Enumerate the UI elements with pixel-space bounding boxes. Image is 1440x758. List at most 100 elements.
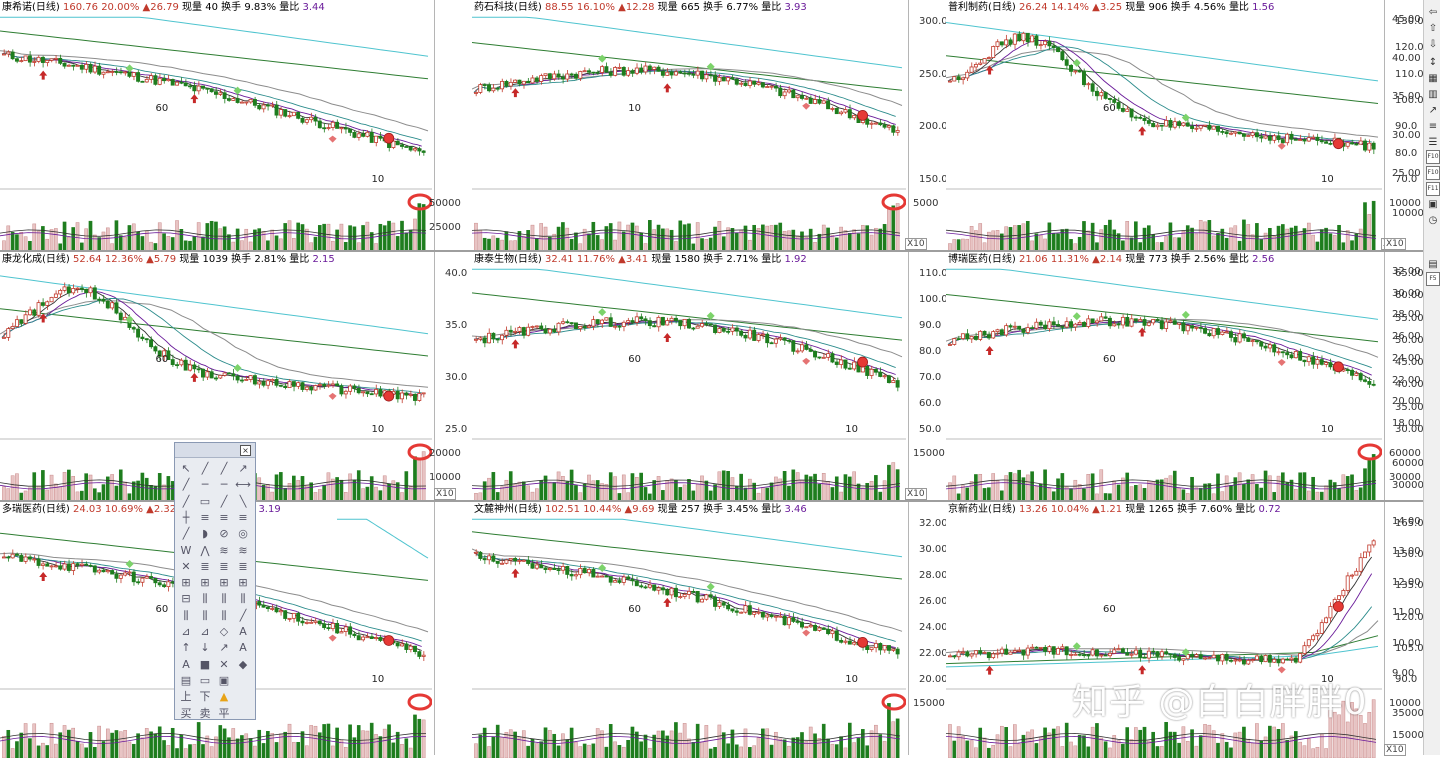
drawing-tool-icon[interactable]: ╱ [220,494,228,508]
drawing-tool-icon[interactable]: ⊟ [181,592,191,606]
stock-panel[interactable]: 康希诺(日线) 160.76 20.00% ▲26.79 现量 40 换手 9.… [0,0,432,252]
drawing-tool-icon[interactable]: ⊞ [238,576,248,590]
drawing-tool-icon[interactable]: ↑ [181,641,191,655]
volume-bar [1112,480,1117,502]
turnover-label: 换手 [1177,504,1198,515]
drawing-tool-icon[interactable]: ≡ [238,510,248,524]
drawing-tool-icon[interactable]: ⟷ [235,478,251,492]
drawing-tool-icon[interactable]: ⫼ [221,608,227,622]
f10-icon[interactable]: F10 [1426,150,1440,164]
volume-bar [813,473,817,502]
drawing-tool-icon[interactable]: A [239,625,247,638]
volume-bar [356,470,361,502]
drawing-tool-icon[interactable]: ╲ [239,494,247,508]
drawing-tool-icon[interactable]: A [239,641,247,655]
drawing-tool-icon[interactable]: ◎ [238,527,248,541]
drawing-tool-icon[interactable]: ╱ [239,608,247,622]
close-icon[interactable]: × [240,445,251,456]
volume-bar [421,204,426,252]
stock-panel[interactable]: 文麓神州(日线) 102.51 10.44% ▲9.69 现量 257 换手 3… [472,502,906,758]
clock-icon[interactable]: ◷ [1428,215,1438,226]
stock-name: 药石科技(日线) [474,2,542,13]
gauge-icon[interactable]: ▤ [1428,259,1438,270]
drawing-tool-icon[interactable]: ⊞ [200,576,210,590]
stock-panel[interactable]: 京新药业(日线) 13.26 10.04% ▲1.21 现量 1265 换手 7… [946,502,1382,758]
drawing-tool-icon[interactable]: ↗ [219,641,229,655]
kline-icon[interactable]: ≡ [1428,121,1438,132]
drawing-tool-icon[interactable]: 平 [218,706,230,720]
candle [1246,134,1251,137]
drawing-tool-icon[interactable]: ◗ [202,527,208,541]
drawing-tool-icon[interactable]: ≣ [219,559,229,573]
drawing-tool-icon[interactable]: ▭ [199,494,211,508]
drawing-tool-icon[interactable]: ▲ [219,690,229,704]
scroll-icon[interactable]: ↕ [1428,57,1438,68]
drawing-tool-icon[interactable]: ╱ [201,462,209,475]
drawing-tool-icon[interactable]: ⊿ [200,625,210,638]
drawing-tool-icon[interactable]: ▣ [218,673,230,687]
drawing-tool-icon[interactable]: ⫼ [202,608,208,622]
drawing-tool-icon[interactable]: ⫼ [183,608,189,622]
drawing-tools-header[interactable]: × [175,443,255,458]
candle [162,75,167,84]
drawing-tool-icon[interactable]: ≋ [238,543,248,557]
candle [326,123,331,131]
drawing-tool-icon[interactable]: ≣ [238,559,248,573]
drawing-tool-icon[interactable]: ✕ [219,657,229,671]
drawing-tool-icon[interactable]: A [182,657,190,671]
drawing-tool-icon[interactable]: ⫼ [240,592,246,606]
candle [765,613,770,622]
stock-panel[interactable]: 康泰生物(日线) 32.41 11.76% ▲3.41 现量 1580 换手 2… [472,252,906,502]
drawing-tools-panel[interactable]: × ↖ ╱ ╱ ↗ ╱ ─ ─ ⟷ ╱ ▭ ╱ ╲ ┼ ≡ ≡ ≡ ╱ ◗ ⊘ ◎ W ⋀ ≋ ≋ ✕ ≣ ≣ ≣ ⊞ ⊞ ⊞ ⊞ ⊟ ⫼ ⫼ ⫼ ⫼ ⫼… [174,442,256,720]
drawing-tool-icon[interactable]: 卖 [199,706,211,720]
grid-icon[interactable]: ▦ [1428,73,1438,84]
drawing-tool-icon[interactable]: ↓ [200,641,210,655]
drawing-tool-icon[interactable]: ≣ [200,559,210,573]
drawing-tool-icon[interactable]: ◆ [238,657,248,671]
drawing-tool-icon[interactable]: ─ [220,478,228,492]
drawing-tool-icon[interactable]: 上 [180,690,192,704]
drawing-tool-icon[interactable]: 下 [199,690,211,704]
calc-icon[interactable]: ▣ [1428,199,1438,210]
drawing-tool-icon[interactable]: ↗ [238,462,248,475]
candle [1185,324,1190,335]
drawing-tool-icon[interactable]: ┼ [182,510,190,524]
down-arrow-icon[interactable]: ⇩ [1428,39,1438,50]
drawing-tool-icon[interactable]: ≡ [200,510,210,524]
drawing-tool-icon[interactable]: ⫼ [202,592,208,606]
drawing-tool-icon[interactable]: 买 [180,706,192,720]
drawing-tool-icon[interactable]: W [180,543,192,557]
f5-icon[interactable]: F5 [1426,272,1440,286]
drawing-tool-icon[interactable]: ▭ [199,673,211,687]
stock-panel[interactable]: 药石科技(日线) 88.55 16.10% ▲12.28 现量 665 换手 6… [472,0,906,252]
drawing-tool-icon[interactable]: ─ [201,478,209,492]
drawing-tool-icon[interactable]: ⫼ [221,592,227,606]
stock-panel[interactable]: 博瑞医药(日线) 21.06 11.31% ▲2.14 现量 773 换手 2.… [946,252,1382,502]
drawing-tool-icon[interactable]: ≋ [219,543,229,557]
drawing-tool-icon[interactable]: ▤ [180,673,192,687]
list-icon[interactable]: ☰ [1428,137,1438,148]
drawing-tool-icon[interactable]: ╱ [220,462,228,475]
left-arrow-icon[interactable]: ⇦ [1428,7,1438,18]
drawing-tool-icon[interactable]: ⊘ [219,527,229,541]
drawing-tool-icon[interactable]: ⊞ [181,576,191,590]
drawing-tool-icon[interactable]: ◇ [219,625,229,638]
bar-icon[interactable]: ▥ [1428,89,1438,100]
drawing-tool-icon[interactable]: ╱ [182,478,190,492]
f11-icon[interactable]: F11 [1426,182,1440,196]
drawing-tool-icon[interactable]: ⊿ [181,625,191,638]
f10-alt-icon[interactable]: F10 [1426,166,1440,180]
volume-bar [1129,739,1134,758]
up-arrow-icon[interactable]: ⇧ [1428,23,1438,34]
drawing-tool-icon[interactable]: ⊞ [219,576,229,590]
drawing-tool-icon[interactable]: ╱ [182,494,190,508]
drawing-tool-icon[interactable]: ■ [199,657,211,671]
stock-panel[interactable]: 普利制药(日线) 26.24 14.14% ▲3.25 现量 906 换手 4.… [946,0,1382,252]
last-price: 52.64 [73,254,102,265]
drawing-tool-icon[interactable]: ≡ [219,510,229,524]
drawing-tool-icon[interactable]: ╱ [182,527,190,541]
drawing-tool-icon[interactable]: ⋀ [200,543,210,557]
drawing-tool-icon[interactable]: ↖ [181,462,191,475]
line-icon[interactable]: ↗ [1428,105,1438,116]
drawing-tool-icon[interactable]: ✕ [181,559,191,573]
